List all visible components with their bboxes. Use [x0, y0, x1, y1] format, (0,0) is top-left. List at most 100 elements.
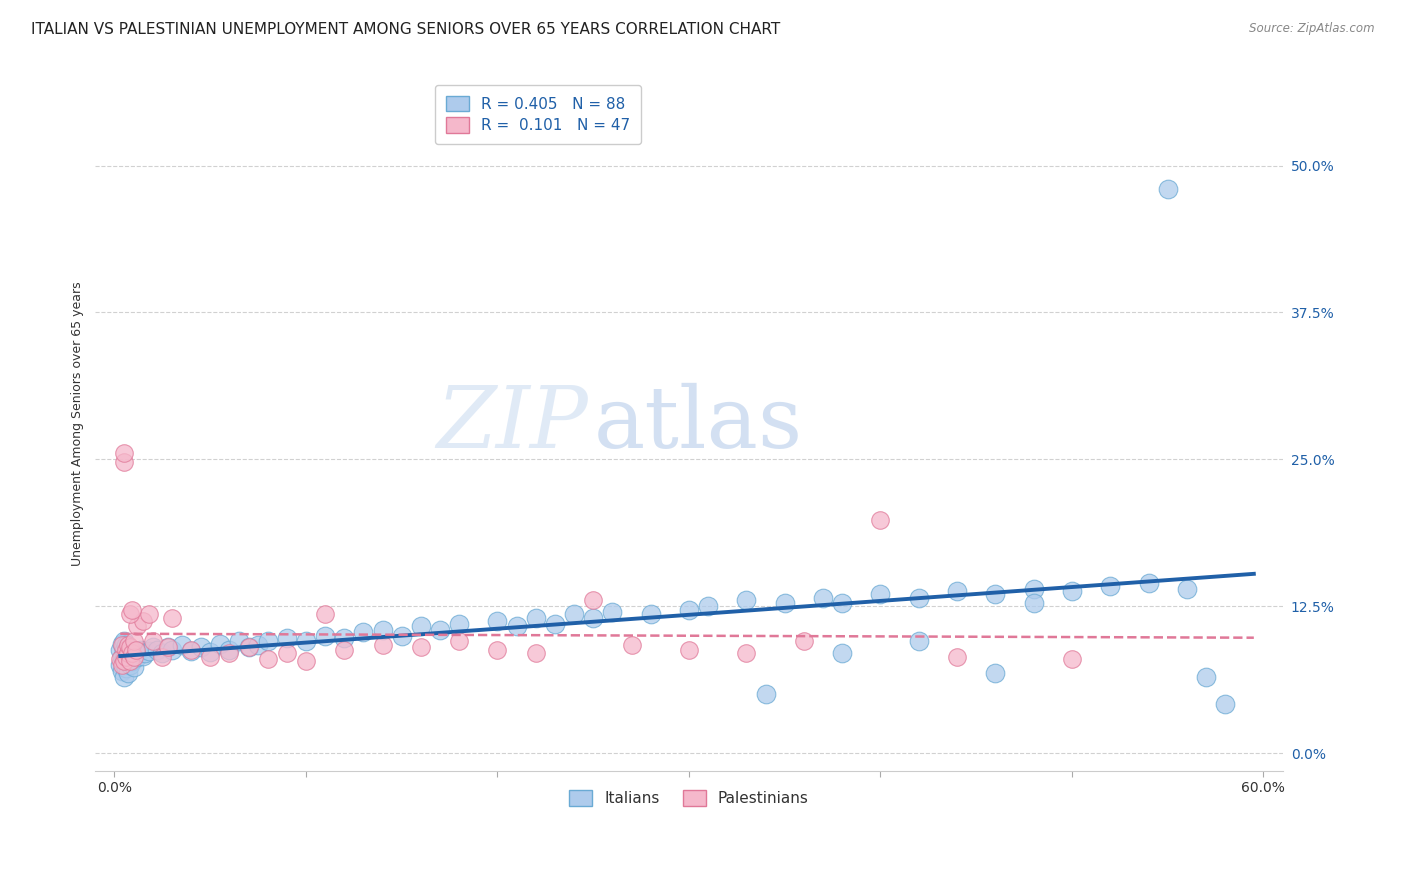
Point: [117, 640, 139, 655]
Point: [352, 625, 374, 640]
Point: [946, 583, 969, 598]
Point: [582, 593, 605, 607]
Point: [247, 638, 270, 652]
Point: [160, 611, 183, 625]
Point: [449, 616, 471, 631]
Point: [124, 646, 146, 660]
Point: [112, 634, 135, 648]
Point: [1213, 697, 1236, 711]
Point: [122, 642, 145, 657]
Point: [314, 607, 336, 622]
Point: [295, 654, 318, 668]
Point: [907, 591, 929, 605]
Point: [238, 640, 260, 655]
Point: [127, 619, 149, 633]
Point: [128, 645, 150, 659]
Point: [115, 646, 138, 660]
Point: [111, 637, 134, 651]
Point: [132, 648, 155, 663]
Point: [150, 646, 173, 660]
Point: [1022, 582, 1045, 596]
Point: [121, 654, 143, 668]
Point: [111, 638, 134, 652]
Point: [333, 631, 356, 645]
Text: Source: ZipAtlas.com: Source: ZipAtlas.com: [1250, 22, 1375, 36]
Point: [409, 619, 432, 633]
Point: [218, 646, 240, 660]
Point: [117, 638, 139, 652]
Point: [371, 623, 394, 637]
Point: [602, 605, 624, 619]
Point: [160, 642, 183, 657]
Point: [735, 646, 758, 660]
Point: [118, 657, 141, 672]
Point: [907, 634, 929, 648]
Point: [831, 646, 853, 660]
Point: [640, 607, 662, 622]
Point: [112, 670, 135, 684]
Point: [984, 587, 1007, 601]
Point: [449, 634, 471, 648]
Point: [256, 634, 278, 648]
Point: [132, 615, 155, 629]
Point: [562, 607, 585, 622]
Point: [110, 657, 132, 672]
Point: [121, 603, 143, 617]
Point: [391, 629, 413, 643]
Point: [115, 649, 138, 664]
Point: [138, 644, 160, 658]
Point: [110, 652, 132, 666]
Point: [117, 646, 139, 660]
Point: [118, 644, 141, 658]
Point: [142, 640, 165, 655]
Point: [869, 587, 891, 601]
Point: [122, 660, 145, 674]
Point: [150, 649, 173, 664]
Point: [112, 446, 135, 460]
Point: [333, 642, 356, 657]
Point: [831, 596, 853, 610]
Point: [1060, 652, 1083, 666]
Point: [124, 642, 146, 657]
Point: [946, 649, 969, 664]
Point: [121, 646, 143, 660]
Point: [697, 599, 720, 614]
Point: [1060, 583, 1083, 598]
Point: [295, 634, 318, 648]
Point: [122, 652, 145, 666]
Point: [314, 629, 336, 643]
Point: [238, 640, 260, 655]
Point: [620, 638, 643, 652]
Legend: Italians, Palestinians: Italians, Palestinians: [560, 780, 818, 815]
Point: [811, 591, 834, 605]
Point: [115, 642, 138, 657]
Point: [371, 638, 394, 652]
Point: [138, 607, 160, 622]
Y-axis label: Unemployment Among Seniors over 65 years: Unemployment Among Seniors over 65 years: [72, 282, 84, 566]
Point: [582, 611, 605, 625]
Point: [145, 642, 167, 657]
Point: [134, 646, 156, 660]
Point: [200, 645, 222, 659]
Point: [793, 634, 815, 648]
Point: [157, 640, 180, 655]
Point: [409, 640, 432, 655]
Text: ZIP: ZIP: [436, 383, 588, 466]
Point: [190, 640, 212, 655]
Text: atlas: atlas: [593, 383, 803, 466]
Point: [111, 664, 134, 678]
Point: [111, 657, 134, 672]
Point: [1156, 182, 1178, 196]
Point: [276, 631, 298, 645]
Point: [678, 603, 700, 617]
Point: [157, 640, 180, 655]
Point: [200, 649, 222, 664]
Point: [111, 649, 134, 664]
Point: [505, 619, 527, 633]
Point: [1137, 575, 1160, 590]
Point: [112, 455, 135, 469]
Point: [256, 652, 278, 666]
Point: [117, 649, 139, 664]
Point: [118, 654, 141, 668]
Point: [180, 642, 202, 657]
